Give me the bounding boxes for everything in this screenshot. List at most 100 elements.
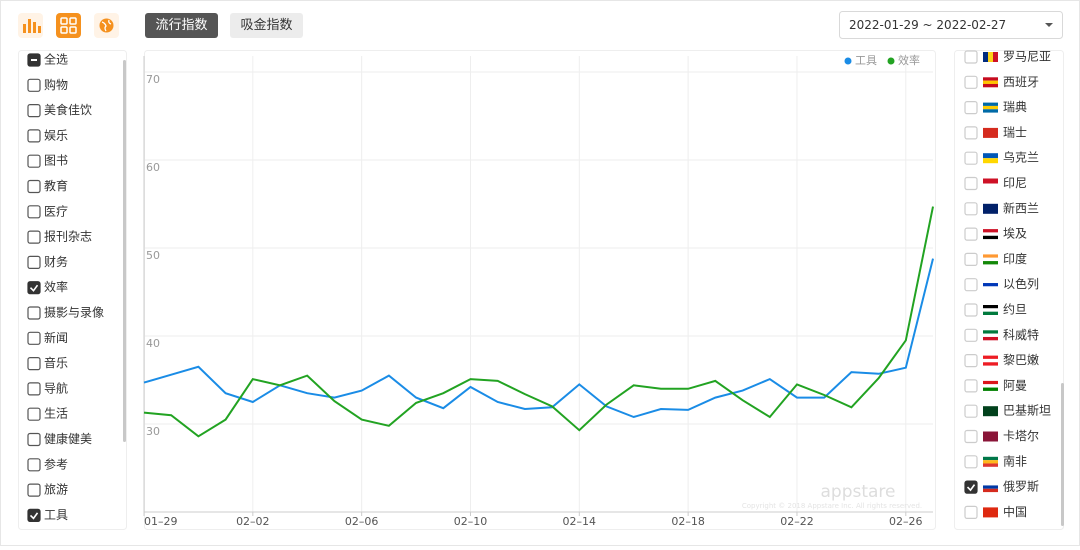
- tab[interactable]: 吸金指数: [230, 13, 303, 38]
- checkbox[interactable]: [964, 75, 978, 89]
- flag-stripe: [993, 507, 998, 518]
- check-mark: [29, 284, 39, 292]
- category-item[interactable]: 美食佳饮: [27, 102, 92, 118]
- flag-icon: [983, 127, 998, 138]
- country-item[interactable]: 巴基斯坦: [964, 404, 1051, 418]
- checkbox[interactable]: [27, 205, 41, 219]
- country-item[interactable]: 中国: [964, 504, 1027, 519]
- category-item[interactable]: 图书: [27, 154, 68, 168]
- country-label: 瑞士: [1003, 125, 1027, 139]
- flag-stripe: [983, 311, 998, 315]
- category-item[interactable]: 财务: [27, 254, 68, 269]
- icon-bar-chart[interactable]: [18, 13, 43, 38]
- country-item[interactable]: 印度: [964, 251, 1027, 266]
- checkbox[interactable]: [27, 281, 41, 295]
- category-item[interactable]: 旅游: [27, 483, 68, 497]
- country-item[interactable]: 新西兰: [964, 200, 1039, 216]
- checkbox[interactable]: [27, 179, 41, 194]
- checkbox[interactable]: [964, 126, 978, 140]
- checkbox[interactable]: [27, 357, 41, 371]
- legend-item[interactable]: 工具: [844, 54, 878, 67]
- date-picker[interactable]: 2022-01-29 ~ 2022-02-27: [839, 11, 1063, 39]
- checkbox[interactable]: [964, 429, 978, 444]
- checkbox[interactable]: [27, 407, 41, 421]
- scrollbar[interactable]: [123, 60, 126, 442]
- scrollbar[interactable]: [1061, 383, 1064, 526]
- category-item[interactable]: 新闻: [27, 330, 68, 345]
- flag-stripe: [983, 77, 998, 81]
- checkbox[interactable]: [964, 455, 978, 469]
- country-item[interactable]: 罗马尼亚: [964, 50, 1051, 64]
- icon-globe[interactable]: [94, 13, 119, 38]
- flag-icon: [983, 153, 998, 164]
- country-item[interactable]: 瑞典: [964, 100, 1027, 115]
- category-item[interactable]: 报刊杂志: [27, 229, 92, 244]
- icon-grid[interactable]: [56, 13, 81, 38]
- checkbox[interactable]: [27, 154, 41, 168]
- category-item[interactable]: 音乐: [27, 355, 68, 371]
- checkbox[interactable]: [964, 252, 978, 266]
- checkbox[interactable]: [964, 404, 978, 418]
- watermark: appstare: [820, 482, 895, 502]
- country-item[interactable]: 以色列: [964, 277, 1039, 292]
- checkbox[interactable]: [964, 303, 978, 317]
- country-item[interactable]: 西班牙: [964, 75, 1039, 89]
- category-item[interactable]: 效率: [27, 279, 68, 295]
- flag-icon: [983, 406, 998, 417]
- checkbox[interactable]: [964, 505, 978, 519]
- checkbox[interactable]: [27, 306, 41, 320]
- flag-stripe: [983, 286, 998, 290]
- checkbox[interactable]: [964, 176, 978, 191]
- checkbox[interactable]: [27, 331, 41, 345]
- checkbox[interactable]: [964, 151, 978, 165]
- tab[interactable]: 流行指数: [145, 13, 218, 38]
- category-label: 生活: [44, 407, 68, 421]
- checkbox[interactable]: [964, 354, 978, 368]
- checkbox[interactable]: [27, 129, 41, 143]
- category-item[interactable]: 导航: [27, 380, 68, 396]
- checkbox[interactable]: [27, 103, 41, 118]
- checkbox[interactable]: [27, 508, 41, 522]
- checkbox[interactable]: [964, 328, 978, 342]
- checkbox[interactable]: [27, 432, 41, 447]
- category-item[interactable]: 全选: [27, 52, 68, 67]
- checkbox[interactable]: [964, 227, 978, 241]
- country-item[interactable]: 黎巴嫩: [964, 353, 1039, 368]
- checkbox[interactable]: [964, 278, 978, 292]
- flag-stripe: [983, 232, 998, 236]
- country-item[interactable]: 阿曼: [964, 378, 1027, 393]
- category-item[interactable]: 摄影与录像: [27, 305, 104, 320]
- country-item[interactable]: 俄罗斯: [964, 480, 1039, 494]
- category-item[interactable]: 娱乐: [27, 128, 68, 143]
- country-item[interactable]: 埃及: [964, 227, 1027, 241]
- country-panel: [954, 50, 1064, 530]
- category-item[interactable]: 生活: [27, 407, 68, 421]
- category-item[interactable]: 参考: [27, 456, 68, 472]
- flag-stripe: [983, 358, 998, 363]
- checkbox[interactable]: [27, 78, 41, 92]
- country-item[interactable]: 约旦: [964, 302, 1027, 317]
- category-item[interactable]: 工具: [27, 508, 68, 522]
- country-item[interactable]: 瑞士: [964, 125, 1027, 140]
- country-item[interactable]: 科威特: [964, 327, 1039, 342]
- checkbox[interactable]: [964, 379, 978, 393]
- checkbox[interactable]: [964, 50, 978, 64]
- country-item[interactable]: 印尼: [964, 176, 1027, 191]
- checkbox[interactable]: [27, 382, 41, 396]
- checkbox[interactable]: [964, 202, 978, 216]
- checkbox[interactable]: [964, 480, 978, 494]
- checkbox[interactable]: [27, 230, 41, 244]
- checkbox[interactable]: [964, 100, 978, 115]
- country-item[interactable]: 卡塔尔: [964, 428, 1039, 444]
- checkbox[interactable]: [27, 255, 41, 269]
- category-item[interactable]: 医疗: [27, 204, 68, 219]
- country-item[interactable]: 南非: [964, 453, 1027, 469]
- checkbox[interactable]: [27, 458, 41, 472]
- category-item[interactable]: 购物: [27, 77, 68, 92]
- country-item[interactable]: 乌克兰: [964, 150, 1039, 165]
- category-item[interactable]: 健康健美: [27, 431, 92, 447]
- checkbox[interactable]: [27, 483, 41, 497]
- legend-item[interactable]: 效率: [887, 53, 921, 67]
- category-item[interactable]: 教育: [27, 178, 68, 194]
